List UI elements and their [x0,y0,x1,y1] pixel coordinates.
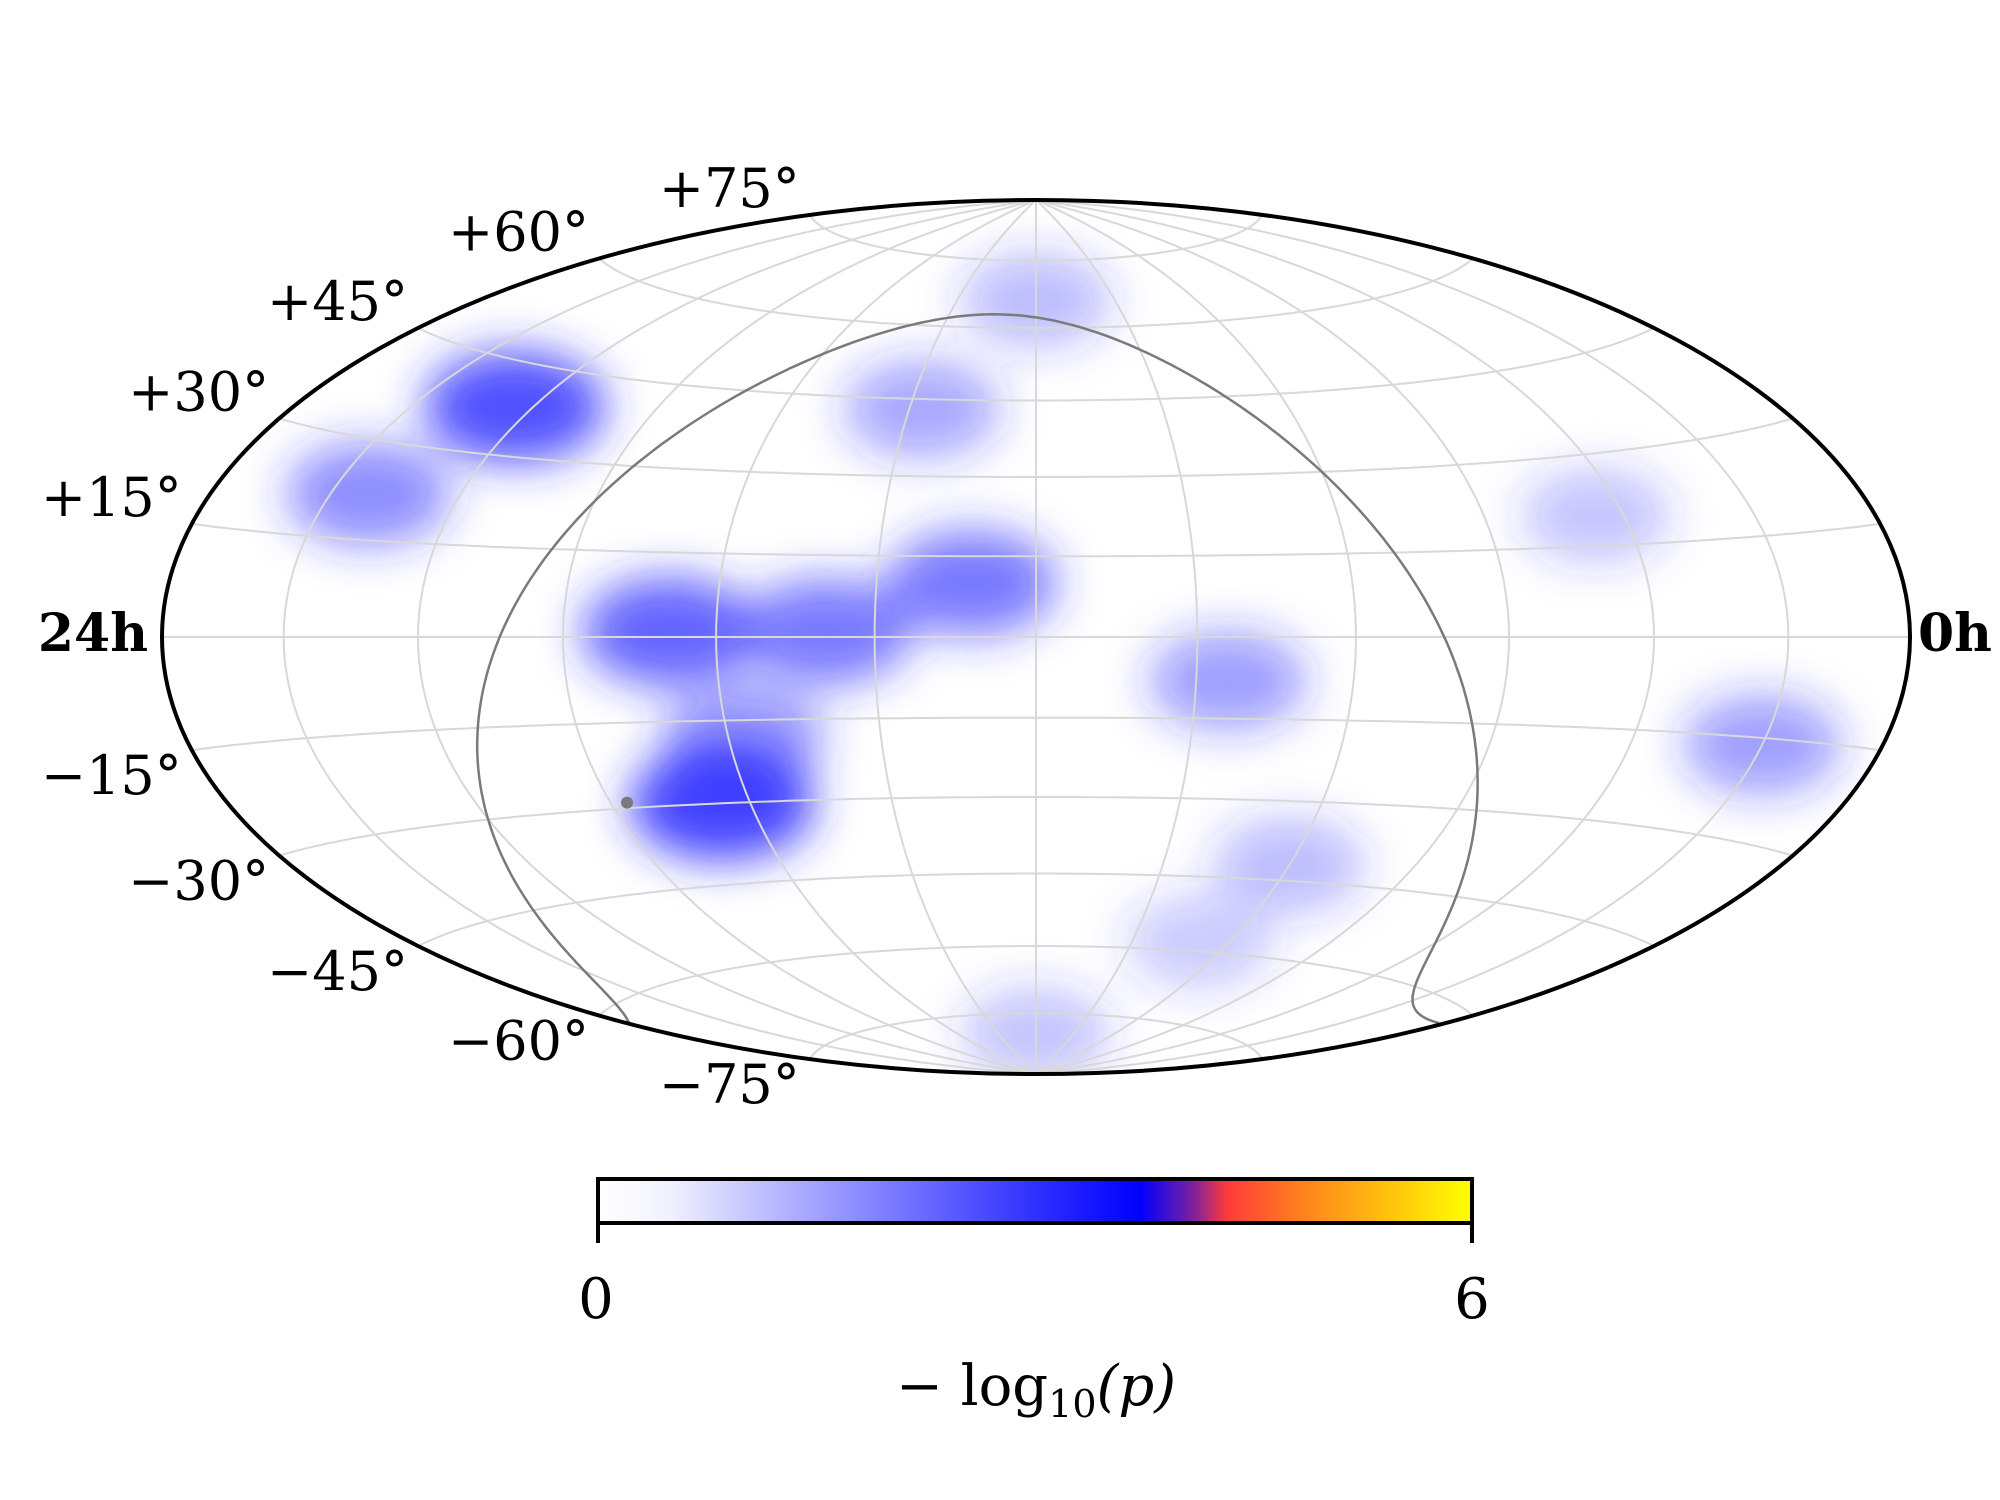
grid-meridian [1035,200,1790,1074]
heatmap-hotspot [1126,894,1274,989]
dec-tick-label: −60° [448,1010,589,1073]
coordinate-grid [162,200,1910,1074]
colorbar-label: − log10(p) [896,1354,1176,1426]
galactic-plane-line [475,313,1479,1025]
colorbar: 0 6 − log10(p) [578,1177,1490,1426]
dec-tick-label: −75° [659,1053,800,1116]
colorbar-label-arg: (p) [1097,1354,1177,1419]
colorbar-tick-label-max: 6 [1454,1267,1490,1332]
heatmap-hotspot [1148,630,1308,731]
dec-tick-label: −45° [267,940,408,1003]
heatmap-hotspot [286,442,451,546]
dec-tick-label: +45° [267,270,408,333]
ra-label-right: 0h [1918,603,1992,664]
heatmap-hotspot [424,350,605,463]
grid-meridian [1035,200,1656,1074]
colorbar-label-sub: 10 [1048,1382,1096,1426]
colorbar-label-main: − log [896,1354,1048,1419]
dec-tick-labels: +75° +60° +45° +30° +15° −15° −30° −45° −60° −75° [41,157,800,1116]
ra-label-left: 24h [38,603,148,664]
grid-meridian [1035,200,1511,1074]
dec-tick-label: +15° [41,466,182,529]
heatmap-hotspot [742,578,912,685]
grid-meridian [715,200,1037,1074]
grid-meridian [561,200,1037,1074]
dec-tick-label: +60° [448,201,589,264]
sky-map-outline [160,198,1912,1076]
grid-meridian [416,200,1037,1074]
dec-tick-label: +75° [659,157,800,220]
grid-meridian [1035,200,1199,1074]
colorbar-tick-label-min: 0 [578,1267,614,1332]
heatmap-hotspot [887,530,1057,637]
heatmap-hotspot [843,359,1001,459]
grid-meridian [1035,200,1357,1074]
dec-tick-label: −15° [41,744,182,807]
dec-tick-label: +30° [128,361,269,424]
heatmap-hotspot [582,576,757,686]
grid-meridian [873,200,1037,1074]
galactic-center-marker [621,796,634,809]
colorbar-gradient [596,1177,1474,1225]
dec-tick-label: −30° [128,850,269,913]
grid-meridian [282,200,1037,1074]
heatmap-hotspot [662,685,825,788]
